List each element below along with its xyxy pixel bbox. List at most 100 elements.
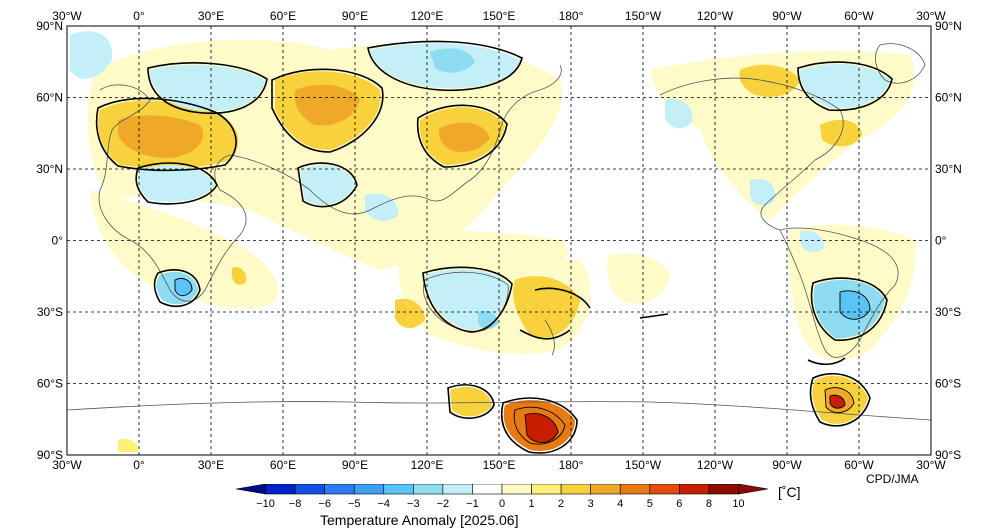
lat-label-right: 60°S <box>935 377 961 391</box>
lon-label-bottom: 90°W <box>772 458 802 472</box>
contour-southamerica <box>810 277 888 341</box>
colorbar-swatch <box>531 484 562 495</box>
lon-label-top: 90°E <box>342 9 368 23</box>
fill-red-antarctic-ross <box>525 413 558 443</box>
coast-australia <box>422 271 509 332</box>
colorbar-tick-label: −8 <box>289 498 302 510</box>
lon-label-bottom: 60°W <box>844 458 874 472</box>
contour-pacific-south <box>534 287 591 309</box>
lon-label-top: 30°W <box>916 9 946 23</box>
fill-blue-nsiberia <box>430 48 475 73</box>
colorbar-swatch <box>413 484 444 495</box>
lon-label-bottom: 120°W <box>697 458 734 472</box>
lon-label-top: 60°E <box>270 9 296 23</box>
colorbar-tick-label: −4 <box>378 498 391 510</box>
lon-label-bottom: 150°E <box>483 458 516 472</box>
colorbar: −10 −8 −6 −5 −4 −3 −2 −1 0 1 2 3 4 5 6 8 10 <box>235 484 769 510</box>
colorbar-swatch <box>472 484 503 495</box>
lon-label-top: 0° <box>133 9 145 23</box>
colorbar-arrow-left <box>235 484 266 495</box>
lat-label-right: 60°N <box>935 91 962 105</box>
colorbar-tick-label: 6 <box>676 498 682 510</box>
fill-yellow-pacific <box>607 253 670 304</box>
axis-label-layer: 30°W 30°W 0° 0° 30°E 30°E 60°E 60°E 90°E 90°E 120°… <box>36 9 962 472</box>
colorbar-swatch <box>442 484 473 495</box>
fill-blue-southafrica <box>175 278 192 296</box>
fill-gold-canada <box>739 64 800 97</box>
lat-label-right: 30°S <box>935 305 961 319</box>
lon-label-top: 90°W <box>772 9 802 23</box>
colorbar-tick-label: 4 <box>617 498 623 510</box>
colorbar-tick-label: −1 <box>466 498 479 510</box>
lat-label-left: 30°S <box>37 305 63 319</box>
fill-yellow-tropics <box>360 230 568 270</box>
lat-label-left: 90°N <box>36 19 63 33</box>
fill-gold-indian <box>395 298 425 329</box>
contour-ross-inner-1 <box>513 406 566 445</box>
fill-gold-antarctic-a <box>450 386 492 417</box>
contour-ross-inner-2 <box>524 413 559 443</box>
lat-label-right: 30°N <box>935 162 962 176</box>
fill-cyan-arctic-europe <box>70 31 113 79</box>
anomaly-fill-layer <box>70 31 916 452</box>
colorbar-swatch <box>649 484 680 495</box>
coastline-layer <box>66 43 932 421</box>
contour-eastasia <box>416 104 508 168</box>
graticule <box>67 26 931 455</box>
lon-label-bottom: 120°E <box>411 458 444 472</box>
colorbar-swatch <box>324 484 355 495</box>
colorbar-arrow-right <box>738 484 769 495</box>
colorbar-tick-label: −5 <box>348 498 361 510</box>
fill-orange-eastasia <box>438 122 490 152</box>
contour-nsiberia <box>367 40 523 92</box>
lat-label-left: 90°S <box>37 448 63 462</box>
lon-label-top: 30°E <box>198 9 224 23</box>
contour-scandinavia <box>147 62 268 114</box>
contour-southamerica-inner <box>839 290 871 320</box>
lon-label-bottom: 30°E <box>198 458 224 472</box>
lat-label-right: 90°S <box>935 448 961 462</box>
colorbar-tick-label: −2 <box>437 498 450 510</box>
colorbar-swatch <box>294 484 325 495</box>
contour-southafrica <box>153 269 201 308</box>
lon-label-bottom: 60°E <box>270 458 296 472</box>
contour-europe <box>95 97 237 172</box>
lon-label-top: 150°W <box>625 9 662 23</box>
fill-gold-australia-east <box>513 276 580 339</box>
colorbar-tick-label: 10 <box>732 498 744 510</box>
colorbar-swatch <box>708 484 739 495</box>
lon-label-bottom: 30°W <box>52 458 82 472</box>
contour-peninsula <box>809 373 871 427</box>
contour-central-asia <box>297 162 358 208</box>
colorbar-swatch <box>590 484 621 495</box>
colorbar-unit: [˚C] <box>778 484 801 500</box>
colorbar-swatch <box>265 484 296 495</box>
lat-label-left: 30°N <box>36 162 63 176</box>
colorbar-tick-label: 2 <box>558 498 564 510</box>
lon-label-bottom: 180° <box>559 458 584 472</box>
fill-cyan-sahara <box>138 165 215 202</box>
coast-south-america <box>779 227 899 358</box>
lon-label-top: 30°W <box>52 9 82 23</box>
lon-label-top: 120°E <box>411 9 444 23</box>
lat-label-right: 0° <box>935 234 947 248</box>
coast-europe-africa <box>98 84 247 302</box>
colorbar-swatch <box>560 484 591 495</box>
lon-label-bottom: 0° <box>133 458 145 472</box>
contour-pacific-line <box>639 313 669 319</box>
contour-antarctic-a <box>447 384 495 419</box>
coast-greenland <box>875 43 926 84</box>
fill-cyan-mexico <box>750 178 776 206</box>
colorbar-tick-label: 1 <box>528 498 534 510</box>
colorbar-tick-label: 5 <box>647 498 653 510</box>
contour-layer <box>95 40 893 454</box>
contour-peninsula-inner2 <box>829 394 846 409</box>
coast-antarctica <box>66 401 932 421</box>
contour-southafrica-inner <box>174 278 193 297</box>
fill-cyan-central-asia <box>300 165 355 205</box>
lon-label-bottom: 150°W <box>625 458 662 472</box>
fill-yellow-africa <box>90 190 278 309</box>
contour-nz-line <box>519 329 571 340</box>
lon-label-top: 120°W <box>697 9 734 23</box>
fill-gold-madagascar <box>232 266 247 285</box>
